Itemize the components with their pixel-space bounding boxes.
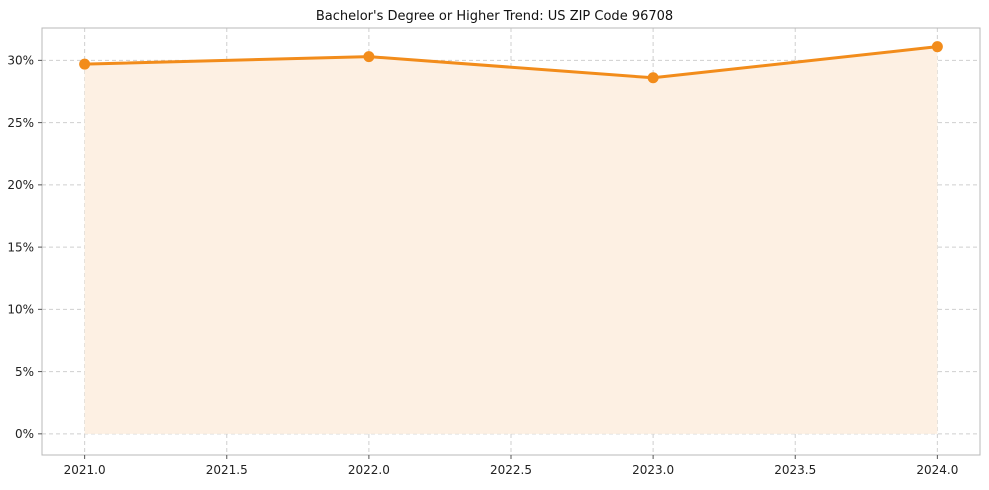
y-tick-label: 5% <box>15 365 34 379</box>
data-line <box>83 45 939 80</box>
x-tick-label: 2023.0 <box>632 463 674 477</box>
x-tick-label: 2022.5 <box>490 463 532 477</box>
data-point-marker <box>647 72 659 84</box>
y-tick-label: 25% <box>7 116 34 130</box>
data-point-marker <box>79 58 91 70</box>
x-tick-label: 2023.5 <box>774 463 816 477</box>
x-tick-label: 2021.0 <box>64 463 106 477</box>
y-tick-label: 20% <box>7 178 34 192</box>
x-tick-label: 2024.0 <box>916 463 958 477</box>
chart-title: Bachelor's Degree or Higher Trend: US ZI… <box>315 9 674 24</box>
y-tick-label: 30% <box>7 54 34 68</box>
y-tick-label: 0% <box>15 427 34 441</box>
y-tick-label: 10% <box>7 303 34 317</box>
x-tick-label: 2021.5 <box>206 463 248 477</box>
area-fill <box>84 46 938 434</box>
data-point-marker <box>931 41 943 53</box>
y-tick-label: 15% <box>7 240 34 254</box>
x-tick-label: 2022.0 <box>348 463 390 477</box>
data-point-marker <box>363 51 375 63</box>
